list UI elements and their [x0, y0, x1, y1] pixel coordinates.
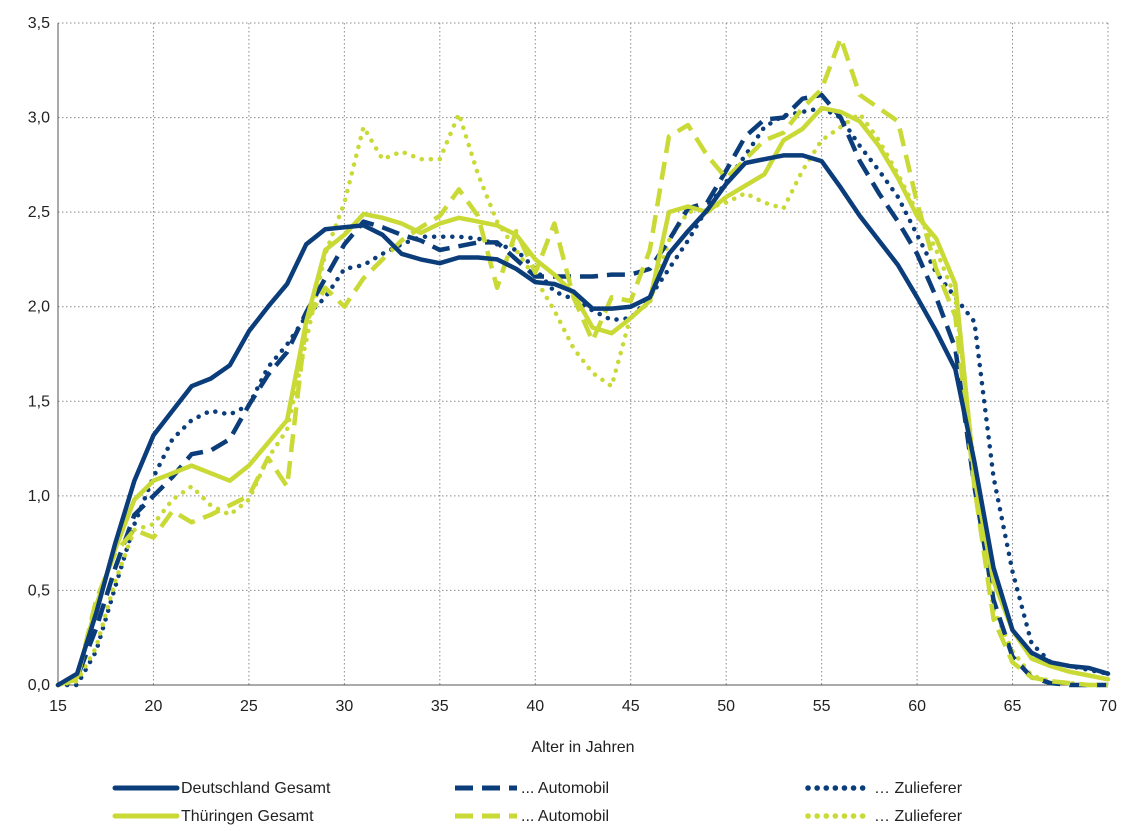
axes: [57, 23, 1108, 686]
series-line-3: [55, 105, 1111, 688]
y-tick-label: 2,5: [28, 204, 50, 221]
series-line-1: [57, 92, 1108, 688]
legend-label: Deutschland Gesamt: [181, 780, 331, 797]
y-tick-label: 0,0: [28, 677, 50, 694]
series-line-5: [55, 111, 1111, 688]
series-line-2: [55, 105, 1111, 688]
x-tick-label: 40: [526, 698, 544, 715]
legend-label: … Zulieferer: [874, 780, 963, 797]
x-tick-label: 20: [145, 698, 163, 715]
x-tick-label: 55: [813, 698, 831, 715]
x-tick-label: 60: [908, 698, 926, 715]
x-tick-label: 25: [240, 698, 258, 715]
y-tick-label: 1,0: [28, 488, 50, 505]
tick-labels: 0,0 0,5 1,0 1,5 2,0 2,5 3,0 3,5 15 20 25 30 35 40 45 50…: [28, 15, 1117, 715]
gridlines: [58, 22, 1109, 685]
legend-label: ... Automobil: [521, 780, 609, 797]
series-line-4: [57, 35, 1108, 688]
legend: Deutschland Gesamt ... Automobil … Zuliefe…: [112, 780, 963, 825]
x-tick-label: 70: [1099, 698, 1117, 715]
y-tick-label: 0,5: [28, 582, 50, 599]
x-axis-title: Alter in Jahren: [531, 739, 634, 756]
legend-label: … Zulieferer: [874, 808, 963, 825]
x-tick-label: 35: [431, 698, 449, 715]
x-tick-label: 65: [1004, 698, 1022, 715]
data-series: [55, 35, 1111, 688]
y-tick-label: 3,5: [28, 15, 50, 32]
y-tick-label: 3,0: [28, 110, 50, 127]
series-line-0: [55, 153, 1111, 688]
y-tick-label: 2,0: [28, 299, 50, 316]
x-tick-label: 50: [717, 698, 735, 715]
legend-label: Thüringen Gesamt: [181, 808, 314, 825]
legend-label: ... Automobil: [521, 808, 609, 825]
x-tick-label: 30: [335, 698, 353, 715]
x-tick-label: 15: [49, 698, 67, 715]
y-tick-label: 1,5: [28, 393, 50, 410]
x-tick-label: 45: [622, 698, 640, 715]
